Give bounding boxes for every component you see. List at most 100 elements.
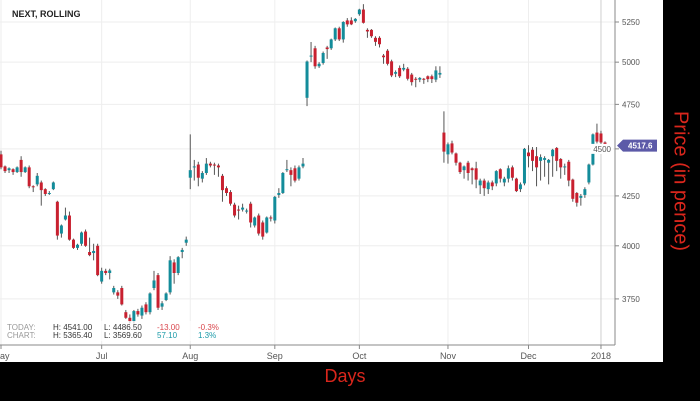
candle-down: [510, 167, 514, 178]
chart-title: NEXT, ROLLING: [12, 9, 81, 19]
candle-down: [116, 292, 120, 296]
candle-down: [237, 209, 241, 211]
candle-up: [92, 250, 96, 254]
candle-up: [200, 172, 204, 179]
candle-up: [63, 215, 67, 220]
candle-down: [365, 29, 369, 32]
today-change: -13.00: [157, 323, 180, 332]
y-tick-label: 4750: [622, 100, 640, 109]
chart-change: 57.10: [157, 331, 178, 340]
candle-down: [458, 162, 462, 173]
candle-down: [531, 149, 535, 161]
today-high: H: 4541.00: [53, 323, 93, 332]
candle-up: [176, 257, 180, 273]
candle-down: [249, 203, 253, 223]
chart-pct: 1.3%: [198, 331, 216, 340]
candle-up: [297, 167, 301, 179]
candle-down: [124, 312, 128, 318]
x-tick-label: 2018: [591, 351, 611, 361]
candle-down: [269, 217, 273, 219]
today-low: L: 4486.50: [104, 323, 142, 332]
candle-up: [112, 288, 116, 293]
candle-down: [474, 168, 478, 180]
candle-up: [438, 72, 442, 75]
candle-down: [386, 50, 390, 64]
candle-up: [394, 72, 398, 74]
candle-up: [446, 144, 450, 155]
candle-down: [196, 164, 200, 178]
candle-down: [382, 55, 386, 58]
candle-down: [422, 78, 426, 80]
candle-up: [265, 217, 269, 233]
candle-down: [120, 288, 124, 305]
candle-down: [67, 215, 71, 240]
candle-down: [104, 270, 108, 273]
chart-background: [0, 0, 663, 362]
last-price-value: 4517.6: [628, 142, 653, 151]
candle-down: [442, 132, 446, 152]
candle-down: [229, 192, 233, 204]
candle-up: [543, 158, 547, 160]
candle-up: [563, 166, 567, 168]
candle-down: [257, 215, 261, 234]
candlestick-chart: 3750 4000 4250 4500 4750 5000 5250 May Jul Aug Se…: [0, 0, 663, 362]
x-axis-title: Days: [324, 366, 366, 386]
candle-up: [180, 249, 184, 252]
candle-down: [3, 166, 7, 172]
candle-down: [406, 68, 410, 79]
info-panel: TODAY: H: 4541.00 L: 4486.50 -13.00 -0.3…: [4, 321, 234, 341]
candle-up: [494, 171, 498, 184]
candle-down: [144, 304, 148, 313]
candle-up: [253, 217, 257, 226]
candles: [0, 4, 607, 324]
candle-up: [486, 182, 490, 190]
y-tick-label: 4250: [622, 192, 640, 201]
candle-up: [551, 149, 555, 157]
candle-up: [35, 175, 39, 185]
candle-up: [148, 293, 152, 313]
candle-up: [192, 166, 196, 168]
candle-down: [369, 29, 373, 37]
candle-up: [51, 182, 55, 190]
candle-down: [390, 61, 394, 76]
candle-up: [184, 239, 188, 243]
candle-up: [80, 232, 84, 244]
candle-down: [466, 162, 470, 173]
candle-up: [59, 225, 63, 234]
x-tick-label: Oct: [352, 351, 367, 361]
candle-up: [47, 193, 51, 195]
candle-up: [305, 61, 309, 98]
candle-down: [11, 169, 15, 173]
x-tick-label: Aug: [182, 351, 198, 361]
candle-up: [132, 311, 136, 322]
candle-up: [152, 280, 156, 289]
candle-down: [128, 317, 132, 322]
candle-down: [426, 76, 430, 80]
candle-up: [317, 63, 321, 67]
candle-down: [19, 159, 23, 173]
candle-down: [482, 180, 486, 189]
candle-down: [490, 182, 494, 187]
candle-up: [583, 189, 587, 195]
candle-up: [76, 244, 80, 248]
candle-down: [514, 178, 518, 192]
candle-down: [43, 189, 47, 194]
y-tick-label: 4000: [622, 242, 640, 251]
today-pct: -0.3%: [198, 323, 219, 332]
candle-down: [84, 231, 88, 246]
candle-down: [571, 179, 575, 199]
candle-down: [208, 163, 212, 166]
x-tick-label: Dec: [520, 351, 537, 361]
candle-down: [410, 74, 414, 83]
candle-up: [277, 193, 281, 195]
candle-up: [100, 270, 104, 282]
candle-down: [470, 168, 474, 171]
candle-up: [204, 163, 208, 173]
candle-down: [31, 186, 35, 188]
candle-down: [27, 167, 31, 187]
candle-down: [156, 275, 160, 308]
candle-down: [414, 78, 418, 80]
candle-down: [595, 132, 599, 142]
candle-up: [341, 22, 345, 40]
candle-down: [349, 20, 353, 25]
